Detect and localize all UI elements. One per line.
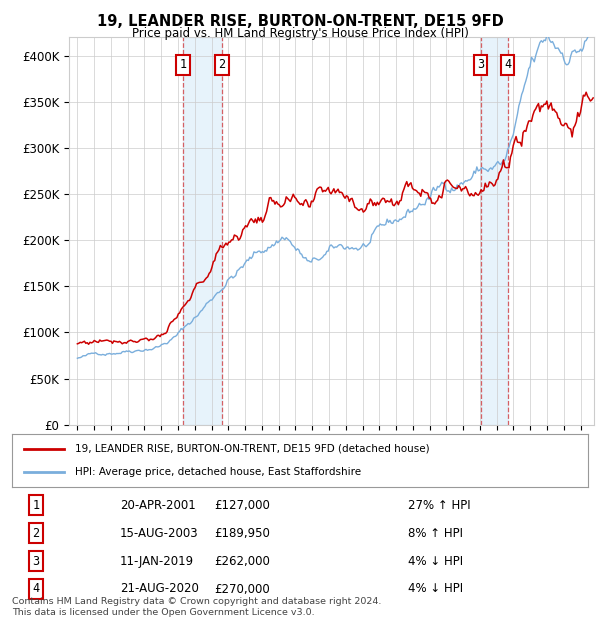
Text: 11-JAN-2019: 11-JAN-2019 xyxy=(120,555,194,567)
Text: 19, LEANDER RISE, BURTON-ON-TRENT, DE15 9FD: 19, LEANDER RISE, BURTON-ON-TRENT, DE15 … xyxy=(97,14,503,29)
Text: 4% ↓ HPI: 4% ↓ HPI xyxy=(408,555,463,567)
Text: 3: 3 xyxy=(477,58,484,71)
Text: £189,950: £189,950 xyxy=(214,527,270,539)
Text: Price paid vs. HM Land Registry's House Price Index (HPI): Price paid vs. HM Land Registry's House … xyxy=(131,27,469,40)
Text: £127,000: £127,000 xyxy=(214,499,270,511)
Text: 1: 1 xyxy=(179,58,187,71)
Text: 8% ↑ HPI: 8% ↑ HPI xyxy=(408,527,463,539)
Bar xyxy=(481,37,508,425)
Text: 21-AUG-2020: 21-AUG-2020 xyxy=(120,583,199,595)
Text: 1: 1 xyxy=(32,499,40,511)
Text: £262,000: £262,000 xyxy=(214,555,270,567)
Text: 3: 3 xyxy=(32,555,40,567)
Bar xyxy=(183,37,222,425)
Text: Contains HM Land Registry data © Crown copyright and database right 2024.
This d: Contains HM Land Registry data © Crown c… xyxy=(12,598,382,617)
Text: 4: 4 xyxy=(504,58,511,71)
Text: 4: 4 xyxy=(32,583,40,595)
Text: HPI: Average price, detached house, East Staffordshire: HPI: Average price, detached house, East… xyxy=(76,467,361,477)
Text: 2: 2 xyxy=(32,527,40,539)
Text: 4% ↓ HPI: 4% ↓ HPI xyxy=(408,583,463,595)
Text: 27% ↑ HPI: 27% ↑ HPI xyxy=(408,499,470,511)
Text: 20-APR-2001: 20-APR-2001 xyxy=(120,499,196,511)
Text: 2: 2 xyxy=(218,58,226,71)
Text: 15-AUG-2003: 15-AUG-2003 xyxy=(120,527,199,539)
Text: £270,000: £270,000 xyxy=(214,583,270,595)
Text: 19, LEANDER RISE, BURTON-ON-TRENT, DE15 9FD (detached house): 19, LEANDER RISE, BURTON-ON-TRENT, DE15 … xyxy=(76,444,430,454)
